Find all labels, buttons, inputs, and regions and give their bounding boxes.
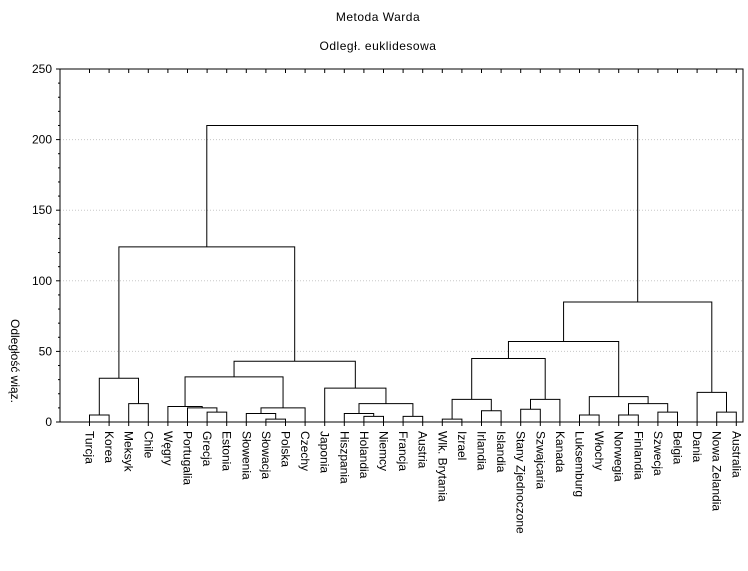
plot-frame	[59, 68, 744, 423]
y-tick-label: 150	[32, 203, 52, 217]
leaf-label: Luksemburg	[573, 431, 587, 497]
leaf-label: Słowenia	[239, 431, 253, 480]
leaf-label: Irlandia	[475, 431, 489, 471]
dendrogram-link	[358, 403, 414, 417]
leaf-label: Czechy	[298, 431, 312, 471]
dendrogram-link	[481, 410, 502, 422]
leaf-label: Japonia	[318, 431, 332, 473]
dendrogram-link	[98, 377, 139, 415]
dendrogram-link	[363, 415, 384, 422]
leaf-label: Francja	[396, 431, 410, 471]
y-tick-label: 250	[32, 62, 52, 76]
dendrogram-link	[716, 411, 737, 422]
dendrogram-link	[343, 413, 375, 422]
dendrogram-link	[233, 360, 356, 389]
leaf-label: Islandia	[494, 431, 508, 473]
dendrogram-link	[507, 341, 620, 397]
dendrogram-link	[206, 411, 228, 422]
dendrogram-link	[657, 411, 678, 422]
dendrogram-link	[471, 357, 546, 400]
leaf-label: Szwajcaria	[533, 431, 547, 489]
leaf-label: Portugalia	[181, 431, 195, 485]
leaf-label: Niemcy	[377, 431, 391, 471]
y-axis-label: Odległość wiąz.	[8, 319, 22, 403]
dendrogram-link	[520, 408, 541, 422]
dendrogram-link	[128, 403, 149, 422]
leaf-label: Holandia	[357, 431, 371, 479]
dendrogram-link	[184, 376, 284, 408]
leaf-label: Austria	[416, 431, 430, 469]
dendrogram-link	[579, 414, 600, 422]
y-tick-label: 0	[45, 415, 52, 429]
leaf-labels: Turcja Korea Meksyk Chile Węgry Portugalia Gre…	[83, 431, 744, 534]
y-tick-label: 200	[32, 133, 52, 147]
leaf-label: Słowacja	[259, 431, 273, 479]
leaf-label: Turcja	[83, 431, 97, 464]
leaf-label: Estonia	[220, 431, 234, 471]
leaf-label: Nowa Zelandia	[710, 431, 724, 511]
y-tick-label: 50	[39, 344, 53, 358]
dendrogram-link	[402, 415, 424, 422]
leaf-label: Kanada	[553, 431, 567, 473]
leaf-label: Izrael	[455, 431, 469, 460]
dendrogram-link	[324, 387, 387, 422]
y-tick-labels: 0 50 100 150 200 250	[32, 62, 52, 429]
dendrogram-link	[696, 391, 727, 422]
leaf-label: Hiszpania	[337, 431, 351, 484]
dendrogram-link	[260, 407, 306, 422]
y-tick-label: 100	[32, 274, 52, 288]
leaf-label: Belgia	[671, 431, 685, 465]
axes	[56, 68, 744, 426]
leaf-label: Meksyk	[122, 431, 136, 473]
chart-subtitle: Odległ. euklidesowa	[320, 39, 437, 53]
leaf-label: Grecja	[200, 431, 214, 467]
leaf-label: Norwegia	[612, 431, 626, 482]
leaf-label: Wlk. Brytania	[435, 431, 449, 502]
gridlines	[60, 68, 743, 352]
dendrogram-link	[187, 407, 218, 422]
dendrogram-link	[588, 396, 649, 415]
leaf-label: Polska	[279, 431, 293, 467]
leaf-label: Chile	[141, 431, 155, 459]
leaf-label: Węgry	[161, 431, 175, 466]
leaf-label: Australia	[729, 431, 743, 478]
leaf-label: Szwecja	[651, 431, 665, 476]
dendrogram-link	[628, 403, 669, 415]
dendrogram-link	[206, 124, 639, 302]
leaf-label: Dania	[690, 431, 704, 463]
leaf-label: Stany Zjednoczone	[514, 431, 528, 534]
dendrogram-links	[89, 124, 737, 422]
dendrogram-link	[530, 398, 561, 422]
dendrogram-link	[167, 405, 203, 422]
dendrogram-link	[245, 413, 277, 422]
dendrogram-link	[89, 414, 110, 422]
dendrogram-link	[563, 301, 713, 393]
leaf-label: Włochy	[592, 431, 606, 470]
leaf-label: Korea	[102, 431, 116, 463]
chart-title: Metoda Warda	[336, 10, 420, 24]
leaf-label: Finlandia	[631, 431, 645, 480]
dendrogram-link	[451, 398, 492, 420]
dendrogram-link	[118, 246, 296, 379]
dendrogram-link	[618, 414, 639, 422]
